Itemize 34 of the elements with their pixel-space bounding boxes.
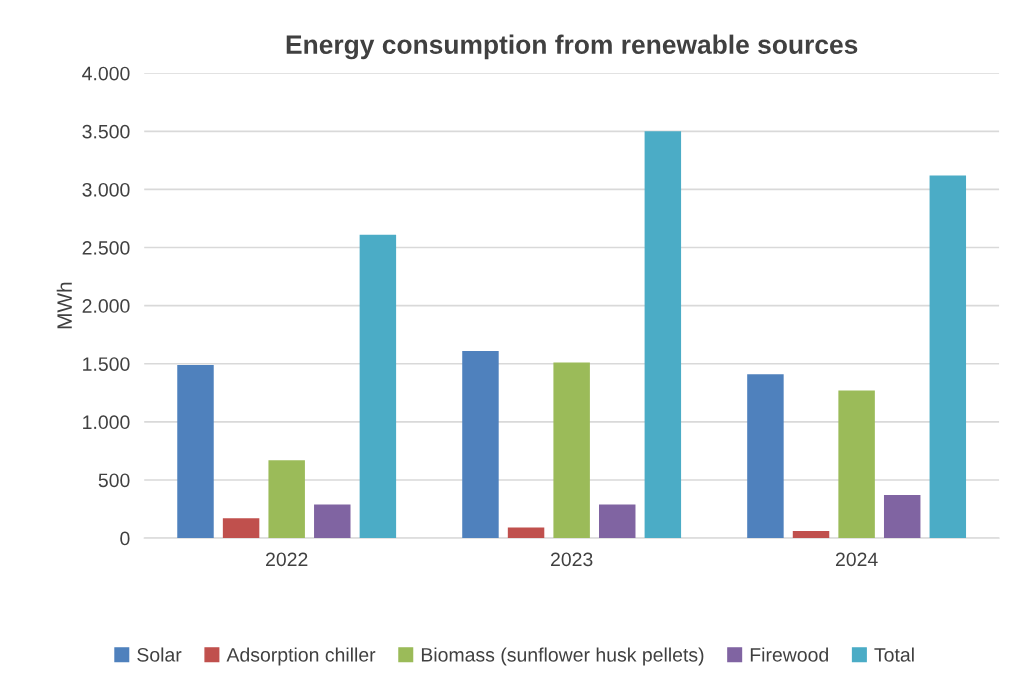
x-tick-label: 2024 (835, 552, 878, 567)
bar (747, 374, 784, 539)
bar (222, 518, 260, 539)
x-tick-label: 2023 (551, 552, 593, 567)
bar (792, 531, 830, 539)
bar (462, 350, 499, 539)
legend-label: Biomass (sunflower husk pellets) (421, 647, 704, 666)
bar (838, 390, 875, 539)
legend-label: Total (874, 647, 914, 662)
y-axis-title: MWh (56, 282, 72, 329)
bar (883, 495, 921, 539)
y-tick-label: 0 (120, 531, 130, 546)
legend-label: Solar (137, 647, 182, 662)
y-tick-label: 500 (98, 473, 130, 488)
bar (553, 362, 590, 539)
y-tick-label: 3.500 (82, 124, 130, 139)
bar (314, 504, 351, 539)
y-tick-label: 2.500 (82, 240, 130, 255)
y-tick-label: 1.000 (83, 415, 130, 430)
bar (507, 527, 545, 539)
bar (599, 504, 636, 539)
bar (644, 131, 682, 539)
legend-label: Firewood (750, 647, 828, 662)
y-tick-label: 2.000 (82, 299, 130, 313)
legend-label: Adsorption chiller (226, 647, 376, 666)
x-tick-label: 2022 (266, 552, 308, 567)
bar (268, 460, 305, 539)
bar (359, 234, 397, 539)
bar (929, 175, 967, 539)
y-tick-label: 1.500 (83, 357, 130, 371)
y-tick-label: 4.000 (82, 66, 130, 81)
bar (177, 364, 214, 539)
chart-title: Energy consumption from renewable sources (286, 34, 858, 60)
y-tick-label: 3.000 (82, 182, 130, 197)
